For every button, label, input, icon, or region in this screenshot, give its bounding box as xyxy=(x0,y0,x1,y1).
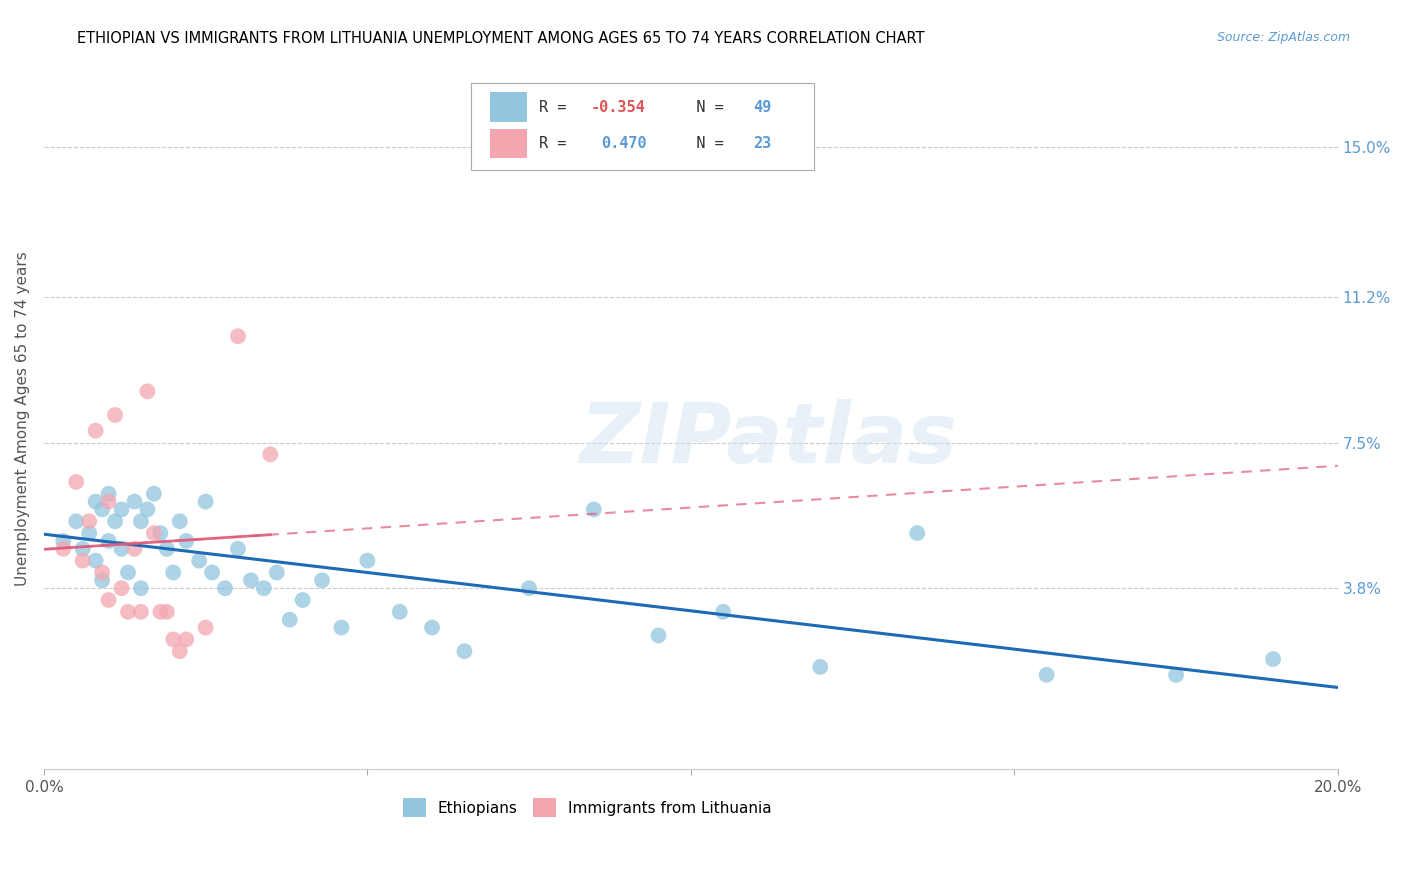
Point xyxy=(1035,668,1057,682)
Point xyxy=(226,541,249,556)
Point xyxy=(129,581,152,595)
Point xyxy=(278,613,301,627)
Point xyxy=(110,502,132,516)
Point xyxy=(808,660,831,674)
Point xyxy=(117,605,139,619)
Point xyxy=(156,541,179,556)
Point xyxy=(253,581,276,595)
Point xyxy=(517,581,540,595)
Text: R =: R = xyxy=(540,100,576,114)
Point xyxy=(104,408,127,422)
Point xyxy=(142,526,165,541)
Point xyxy=(91,566,114,580)
Point xyxy=(420,621,443,635)
Point xyxy=(77,526,100,541)
Point xyxy=(110,581,132,595)
Legend: Ethiopians, Immigrants from Lithuania: Ethiopians, Immigrants from Lithuania xyxy=(395,791,779,825)
Point xyxy=(330,621,353,635)
Point xyxy=(259,447,281,461)
Point xyxy=(174,632,197,647)
Point xyxy=(582,502,605,516)
Point xyxy=(239,574,262,588)
Point xyxy=(169,514,191,528)
Point xyxy=(266,566,288,580)
Text: Source: ZipAtlas.com: Source: ZipAtlas.com xyxy=(1216,31,1350,45)
Point xyxy=(194,494,217,508)
Point xyxy=(149,605,172,619)
Point xyxy=(136,384,159,399)
Point xyxy=(97,533,120,548)
Point xyxy=(84,554,107,568)
Point xyxy=(117,566,139,580)
Point xyxy=(156,605,179,619)
Text: ETHIOPIAN VS IMMIGRANTS FROM LITHUANIA UNEMPLOYMENT AMONG AGES 65 TO 74 YEARS CO: ETHIOPIAN VS IMMIGRANTS FROM LITHUANIA U… xyxy=(77,31,925,46)
Point xyxy=(388,605,411,619)
Point xyxy=(174,533,197,548)
Text: N =: N = xyxy=(669,100,733,114)
Point xyxy=(356,554,378,568)
Point xyxy=(124,541,146,556)
Point xyxy=(91,502,114,516)
Point xyxy=(194,621,217,635)
Text: 23: 23 xyxy=(754,136,770,151)
FancyBboxPatch shape xyxy=(471,83,814,170)
Point xyxy=(162,566,184,580)
Point xyxy=(52,533,75,548)
Point xyxy=(711,605,734,619)
Point xyxy=(1164,668,1187,682)
Point xyxy=(124,494,146,508)
Point xyxy=(226,329,249,343)
Point xyxy=(214,581,236,595)
Point xyxy=(97,593,120,607)
Text: ZIPatlas: ZIPatlas xyxy=(579,400,957,481)
Point xyxy=(129,605,152,619)
Text: R =: R = xyxy=(540,136,585,151)
Point xyxy=(65,475,87,489)
Point xyxy=(72,541,94,556)
Point xyxy=(129,514,152,528)
Point xyxy=(188,554,211,568)
Point xyxy=(84,424,107,438)
Point xyxy=(453,644,475,658)
FancyBboxPatch shape xyxy=(491,93,526,122)
Text: -0.354: -0.354 xyxy=(591,100,645,114)
Point xyxy=(149,526,172,541)
Point xyxy=(311,574,333,588)
Point xyxy=(905,526,928,541)
Point xyxy=(77,514,100,528)
Point xyxy=(291,593,314,607)
Point xyxy=(91,574,114,588)
Point xyxy=(104,514,127,528)
Text: N =: N = xyxy=(669,136,733,151)
FancyBboxPatch shape xyxy=(491,128,526,158)
Point xyxy=(84,494,107,508)
Point xyxy=(110,541,132,556)
Point xyxy=(52,541,75,556)
Point xyxy=(201,566,224,580)
Text: 0.470: 0.470 xyxy=(602,136,647,151)
Point xyxy=(65,514,87,528)
Point xyxy=(142,486,165,500)
Point xyxy=(97,486,120,500)
Text: 49: 49 xyxy=(754,100,770,114)
Point xyxy=(169,644,191,658)
Point xyxy=(647,628,669,642)
Point xyxy=(1261,652,1284,666)
Y-axis label: Unemployment Among Ages 65 to 74 years: Unemployment Among Ages 65 to 74 years xyxy=(15,252,30,586)
Point xyxy=(136,502,159,516)
Point xyxy=(72,554,94,568)
Point xyxy=(97,494,120,508)
Point xyxy=(162,632,184,647)
